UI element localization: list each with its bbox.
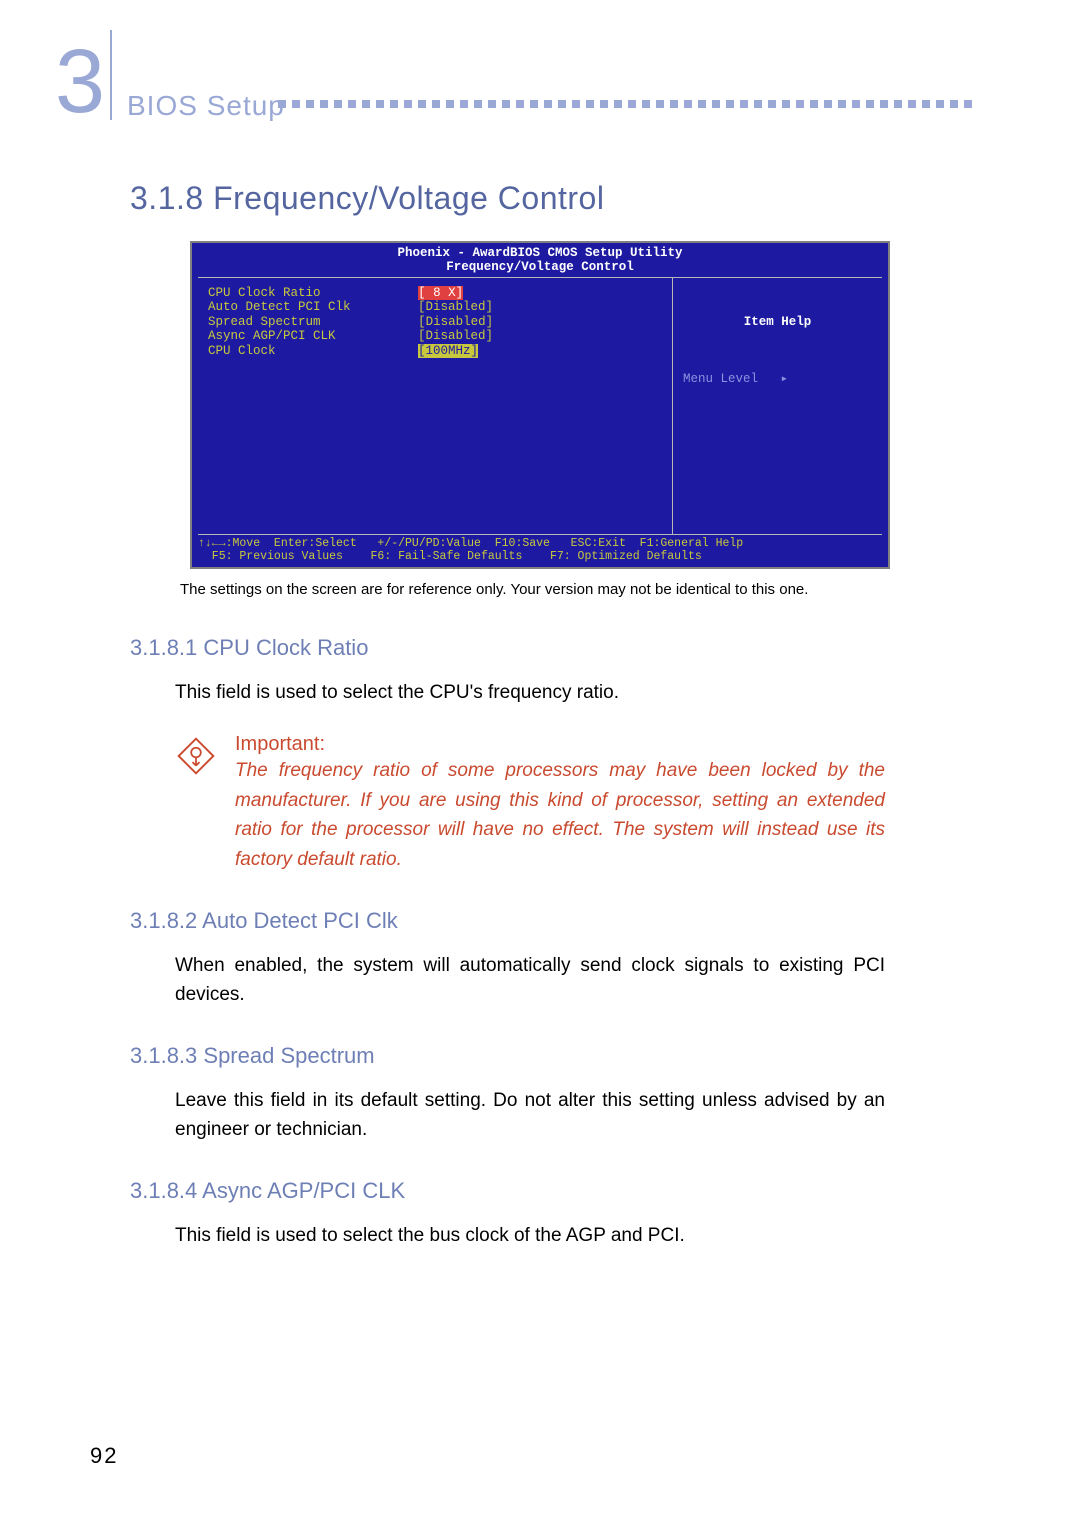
bios-item-4-label: Async AGP/PCI CLK [208,329,336,343]
page-number: 92 [90,1443,118,1469]
important-label: Important: [235,733,885,756]
chapter-box: 3 [50,30,112,120]
important-note: Important: The frequency ratio of some p… [175,733,885,874]
running-head: BIOS Setup [127,90,285,122]
page: 3 BIOS Setup 3.1.8 Frequency/Voltage Con… [0,0,1080,1529]
bios-item-1-label: CPU Clock Ratio [208,286,321,300]
subsection-4-title: 3.1.8.4 Async AGP/PCI CLK [130,1178,1000,1204]
header-dots [278,98,1000,110]
subsection-1-title: 3.1.8.1 CPU Clock Ratio [130,635,1000,661]
subsection-3-body: Leave this field in its default setting.… [175,1087,885,1144]
bios-item-3-value: [Disabled] [418,315,493,329]
bios-foot-1: ↑↓←→:Move Enter:Select +/-/PU/PD:Value F… [198,537,743,550]
bios-foot-2: F5: Previous Values F6: Fail-Safe Defaul… [198,550,702,563]
bios-footer: ↑↓←→:Move Enter:Select +/-/PU/PD:Value F… [198,537,882,563]
bios-title-2: Frequency/Voltage Control [192,260,888,274]
subsection-3-title: 3.1.8.3 Spread Spectrum [130,1043,1000,1069]
subsection-2-title: 3.1.8.2 Auto Detect PCI Clk [130,908,1000,934]
bios-right-panel: Item Help Menu Level ▸ [672,278,882,534]
bios-body: CPU Clock Ratio [ 8 X] Auto Detect PCI C… [198,277,882,535]
figure-caption: The settings on the screen are for refer… [180,579,880,601]
important-icon [175,735,217,777]
subsection-1-body: This field is used to select the CPU's f… [175,679,885,708]
bios-item-2-label: Auto Detect PCI Clk [208,300,351,314]
subsection-4-body: This field is used to select the bus clo… [175,1222,885,1251]
bios-menu-level: Menu Level ▸ [683,372,872,386]
bios-item-2-value: [Disabled] [418,300,493,314]
subsection-2-body: When enabled, the system will automatica… [175,952,885,1009]
bios-left-panel: CPU Clock Ratio [ 8 X] Auto Detect PCI C… [198,278,672,534]
bios-help-title: Item Help [683,315,872,329]
important-body: The frequency ratio of some processors m… [235,756,885,874]
bios-item-5-label: CPU Clock [208,344,276,358]
bios-item-1-value: [ 8 X] [418,286,463,300]
bios-item-5-value: [100MHz] [418,344,478,358]
important-content: Important: The frequency ratio of some p… [235,733,885,874]
section-title: 3.1.8 Frequency/Voltage Control [130,180,1000,217]
bios-screenshot: Phoenix - AwardBIOS CMOS Setup Utility F… [190,241,890,569]
chapter-number: 3 [55,44,105,121]
bios-item-3-label: Spread Spectrum [208,315,321,329]
bios-item-4-value: [Disabled] [418,329,493,343]
bios-title-1: Phoenix - AwardBIOS CMOS Setup Utility [192,243,888,260]
